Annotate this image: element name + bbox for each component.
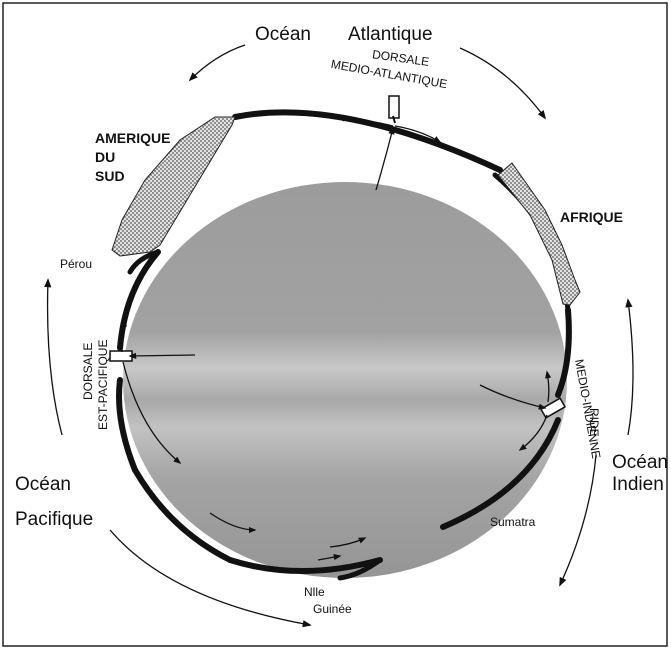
south-america-label-2: DU: [95, 149, 115, 165]
mid-indian-ridge-label-1: RIDE: [587, 408, 601, 437]
earth-disc: [123, 182, 567, 578]
east-pacific-ridge-marker: [109, 350, 133, 362]
ocean-indian-label-2: Indien: [612, 474, 664, 495]
east-pacific-ridge-label-1: DORSALE: [81, 343, 95, 400]
new-guinea-label-2: Guinée: [313, 602, 352, 616]
ocean-atlantic-label-2: Atlantique: [348, 24, 433, 45]
ocean-pacific-label-1: Océan: [15, 474, 71, 495]
south-america-continent: [111, 116, 236, 257]
south-america-label-3: SUD: [95, 168, 125, 184]
convection-arrows: [120, 115, 552, 561]
east-pacific-ridge-label-2: EST-PACIFIQUE: [96, 340, 110, 430]
africa-continent: [497, 162, 581, 306]
south-america-label-1: AMERIQUE: [95, 130, 170, 146]
mid-indian-ridge-marker: [539, 397, 567, 419]
mid-atlantic-ridge-marker: [388, 95, 400, 124]
sumatra-label: Sumatra: [490, 515, 536, 529]
ocean-circulation-arrows: [44, 44, 634, 628]
new-guinea-label-1: Nlle: [304, 585, 325, 599]
africa-label: AFRIQUE: [560, 209, 623, 225]
subduction-slabs: [127, 249, 503, 581]
ocean-indian-label-1: Océan: [612, 452, 668, 473]
peru-label: Pérou: [60, 257, 92, 271]
ocean-pacific-label-2: Pacifique: [15, 509, 93, 530]
ocean-atlantic-label-1: Océan: [255, 24, 311, 45]
